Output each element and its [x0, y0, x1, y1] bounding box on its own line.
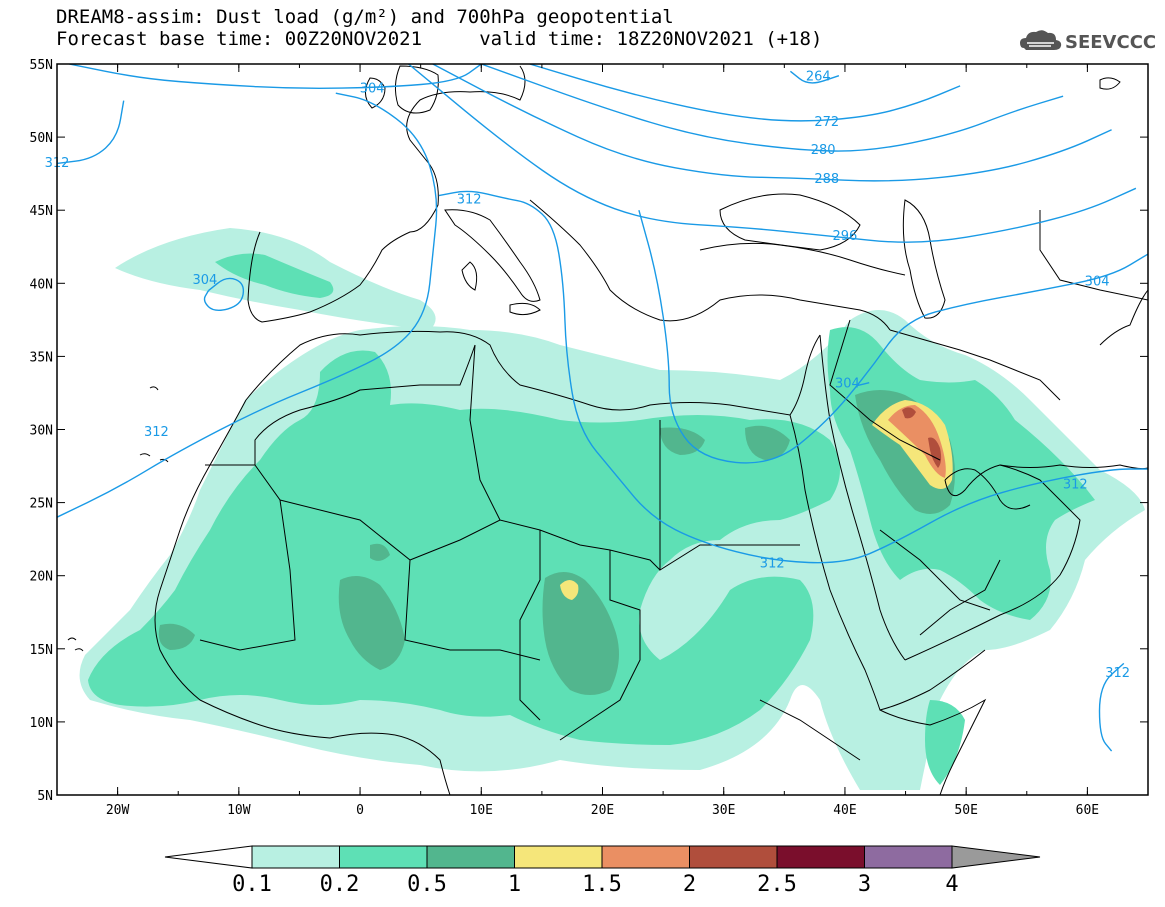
seevccc-logo: SEEVCCC — [1020, 30, 1156, 53]
colorbar-bin — [689, 845, 778, 869]
x-tick-label: 40E — [833, 803, 856, 818]
contour-label: 312 — [457, 193, 482, 208]
x-tick-label: 0 — [356, 803, 364, 818]
y-tick-label: 50N — [30, 131, 53, 146]
y-tick-label: 30N — [30, 424, 53, 439]
colorbar-bin — [601, 845, 690, 869]
dust-level-1.5 — [888, 405, 946, 478]
colorbar-label: 4 — [945, 872, 958, 897]
dust-level-2 — [902, 407, 942, 468]
contour-312 — [438, 190, 1148, 564]
contour-label: 304 — [360, 81, 385, 96]
colorbar-label: 0.1 — [232, 872, 272, 897]
contour-label: 312 — [1063, 478, 1088, 493]
contour-304 — [68, 64, 482, 90]
contour-296 — [408, 64, 1137, 243]
colorbar-bin — [514, 845, 603, 869]
contour-312 — [57, 92, 438, 518]
y-tick-label: 25N — [30, 497, 53, 512]
colorbar-label: 3 — [858, 872, 871, 897]
contour-304 — [638, 210, 1148, 464]
dust-load-field — [79, 228, 1146, 790]
x-tick-label: 10E — [470, 803, 493, 818]
colorbar-over-triangle — [951, 845, 1041, 869]
colorbar-bin — [864, 845, 953, 869]
contour-label: 304 — [1085, 274, 1110, 289]
y-tick-label: 45N — [30, 204, 53, 219]
contour-280 — [481, 64, 1064, 152]
logo-text: SEEVCCC — [1065, 32, 1156, 53]
colorbar-label: 1.5 — [582, 872, 622, 897]
colorbar-bin — [426, 845, 515, 869]
contour-label: 264 — [806, 70, 831, 85]
x-tick-label: 20W — [106, 803, 130, 818]
x-tick-label: 10W — [227, 803, 251, 818]
y-tick-label: 20N — [30, 570, 53, 585]
colorbar-label: 0.2 — [320, 872, 360, 897]
x-tick-label: 50E — [954, 803, 977, 818]
contour-304 — [203, 277, 245, 311]
latitude-ticks: 55N 50N 45N 40N 35N 30N 25N 20N 15N 10N 5N — [30, 58, 1148, 804]
colorbar-label: 1 — [508, 872, 521, 897]
contour-288 — [432, 64, 1112, 182]
y-tick-label: 35N — [30, 350, 53, 365]
y-tick-label: 40N — [30, 277, 53, 292]
contour-label: 304 — [835, 377, 860, 392]
contour-272 — [529, 64, 961, 122]
map-title: DREAM8-assim: Dust load (g/m²) and 700hP… — [56, 6, 674, 28]
colorbar-bin — [339, 845, 428, 869]
x-tick-label: 20E — [591, 803, 614, 818]
contour-304 — [856, 382, 870, 387]
colorbar-bin — [251, 845, 340, 869]
contour-label: 280 — [811, 143, 836, 158]
x-tick-label: 60E — [1076, 803, 1099, 818]
cloud-icon — [1020, 30, 1062, 50]
colorbar-label: 2.5 — [757, 872, 797, 897]
colorbar-label: 0.5 — [407, 872, 447, 897]
contour-label: 288 — [814, 172, 839, 187]
coastlines — [67, 65, 1148, 795]
geopotential-contours — [57, 64, 1148, 752]
contour-label: 296 — [833, 229, 858, 244]
colorbar-label: 2 — [683, 872, 696, 897]
contour-312 — [57, 100, 125, 165]
colorbar: 0.1 0.2 0.5 1 1.5 2 2.5 3 4 — [164, 845, 1041, 897]
contour-264 — [789, 70, 840, 84]
contour-label: 312 — [1105, 666, 1130, 681]
colorbar-bin — [776, 845, 865, 869]
contour-label: 304 — [192, 273, 217, 288]
contour-312 — [1098, 662, 1125, 752]
y-tick-label: 5N — [37, 789, 53, 804]
contour-label: 312 — [760, 557, 785, 572]
forecast-times: Forecast base time: 00Z20NOV2021 valid t… — [56, 28, 823, 50]
longitude-ticks: 20W 10W 0 10E 20E 30E 40E 50E 60E — [56, 64, 1149, 818]
contour-label: 312 — [144, 425, 169, 440]
y-tick-label: 55N — [30, 58, 53, 73]
y-tick-label: 10N — [30, 716, 53, 731]
colorbar-under-triangle — [164, 845, 253, 869]
x-tick-label: 30E — [712, 803, 735, 818]
y-tick-label: 15N — [30, 643, 53, 658]
contour-label: 272 — [814, 115, 839, 130]
